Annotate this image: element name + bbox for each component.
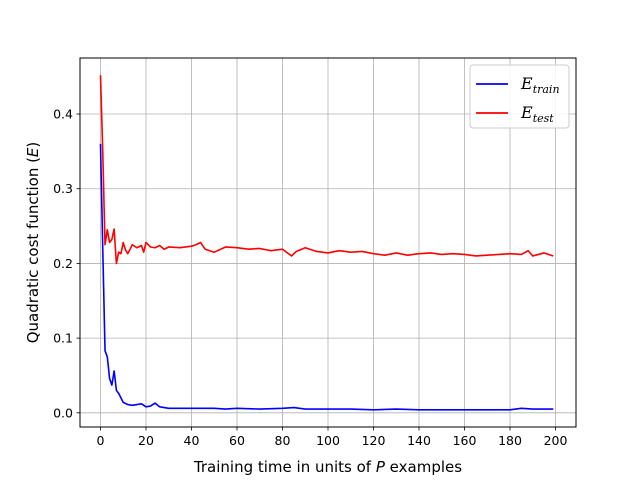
y-tick-label: 0.2 [53, 256, 73, 271]
x-tick-label: 60 [229, 433, 245, 448]
x-tick-label: 180 [498, 433, 522, 448]
grid [80, 58, 576, 427]
legend-box [469, 64, 570, 129]
x-tick-label: 0 [97, 433, 105, 448]
x-tick-label: 40 [184, 433, 200, 448]
x-tick-label: 200 [544, 433, 568, 448]
x-tick-label: 160 [453, 433, 477, 448]
y-tick-label: 0.0 [53, 405, 73, 420]
x-tick-label: 120 [362, 433, 386, 448]
x-axis-label: Training time in units of P examples [193, 458, 462, 476]
series-lines [99, 75, 554, 411]
x-tick-label: 20 [138, 433, 154, 448]
x-tick-label: 100 [316, 433, 340, 448]
y-tick-label: 0.1 [53, 331, 73, 346]
y-axis-label: Quadratic cost function (E) [24, 142, 42, 344]
axis-ticks: 0 20 40 60 80 100 120 140 160 180 200 0.0 0.1 0.2 0.3 0… [53, 107, 567, 448]
y-tick-label: 0.3 [53, 181, 73, 196]
series-line-test [99, 75, 554, 265]
legend-label-train: Etrain [520, 74, 560, 96]
legend: Etrain Etest [469, 64, 570, 129]
x-tick-label: 80 [275, 433, 291, 448]
legend-label-test: Etest [520, 103, 554, 125]
y-tick-label: 0.4 [53, 107, 73, 122]
series-line-train [99, 143, 554, 411]
x-tick-label: 140 [407, 433, 431, 448]
